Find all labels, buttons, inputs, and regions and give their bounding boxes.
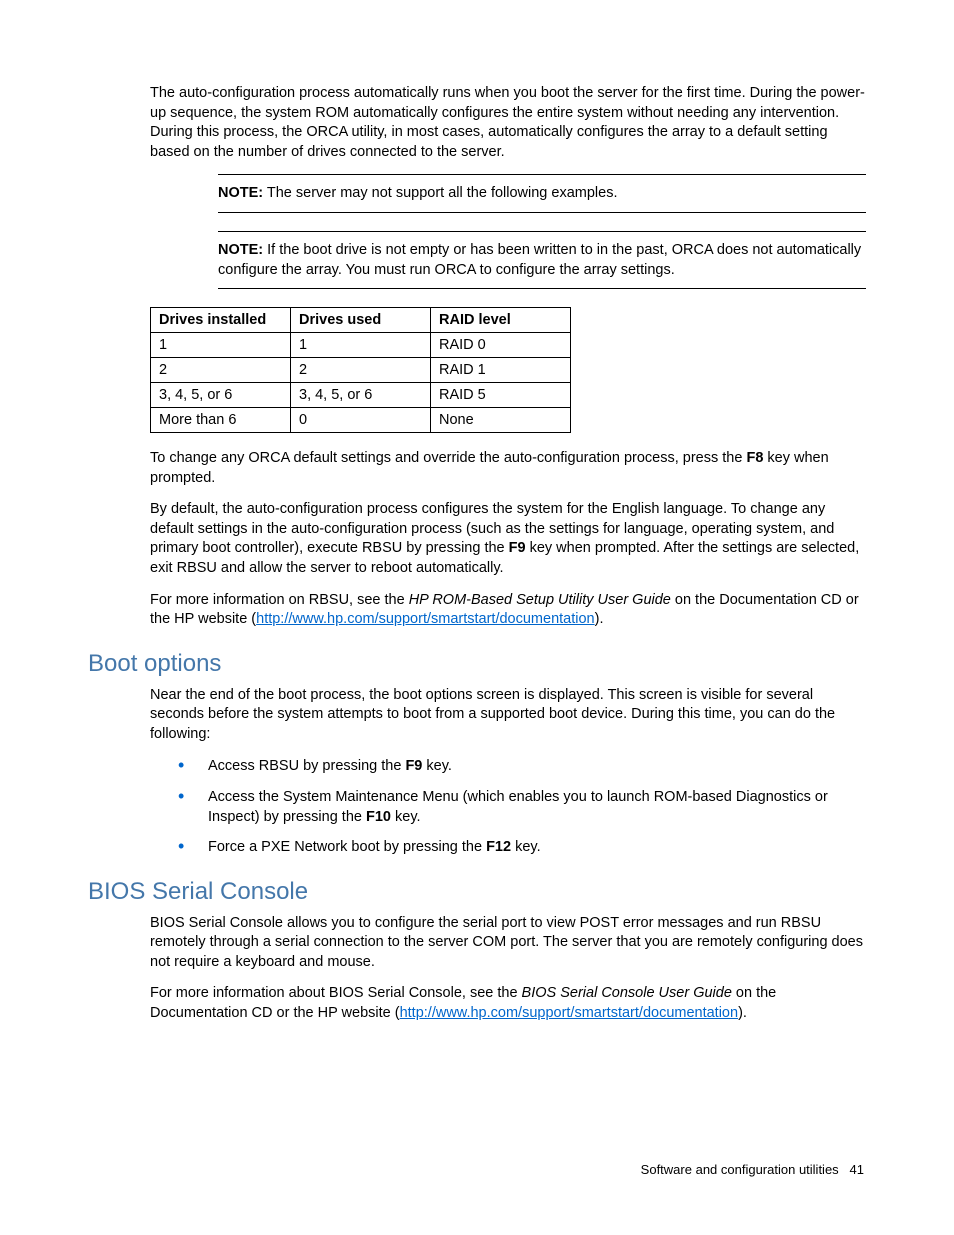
cell: RAID 0 — [431, 333, 571, 358]
list-item: Access RBSU by pressing the F9 key. — [178, 756, 866, 776]
orca-p3: For more information on RBSU, see the HP… — [88, 591, 866, 630]
table-row: More than 6 0 None — [151, 408, 571, 433]
orca-p1: To change any ORCA default settings and … — [88, 449, 866, 488]
text: Access RBSU by pressing the — [208, 758, 405, 774]
cell: More than 6 — [151, 408, 291, 433]
list-item: Force a PXE Network boot by pressing the… — [178, 837, 866, 857]
key-f8: F8 — [746, 450, 763, 466]
bios-serial-heading: BIOS Serial Console — [88, 878, 866, 906]
key-f10: F10 — [366, 809, 391, 825]
cell: 2 — [151, 358, 291, 383]
text: Force a PXE Network boot by pressing the — [208, 839, 486, 855]
bios-p1: BIOS Serial Console allows you to config… — [88, 914, 866, 973]
guide-title: HP ROM-Based Setup Utility User Guide — [409, 592, 671, 608]
hp-docs-link[interactable]: http://www.hp.com/support/smartstart/doc… — [256, 611, 594, 627]
note-block-1: NOTE: The server may not support all the… — [218, 174, 866, 212]
raid-table: Drives installed Drives used RAID level … — [150, 307, 571, 433]
cell: 3, 4, 5, or 6 — [291, 383, 431, 408]
text: Access the System Maintenance Menu (whic… — [208, 789, 828, 825]
table-row: 2 2 RAID 1 — [151, 358, 571, 383]
cell: None — [431, 408, 571, 433]
text: ). — [738, 1005, 747, 1021]
footer-page-number: 41 — [850, 1162, 864, 1177]
text: To change any ORCA default settings and … — [150, 450, 746, 466]
page-footer: Software and configuration utilities 41 — [641, 1162, 864, 1177]
hp-docs-link[interactable]: http://www.hp.com/support/smartstart/doc… — [400, 1005, 738, 1021]
key-f12: F12 — [486, 839, 511, 855]
boot-options-heading: Boot options — [88, 650, 866, 678]
text: key. — [422, 758, 452, 774]
boot-intro: Near the end of the boot process, the bo… — [88, 686, 866, 745]
boot-options-list: Access RBSU by pressing the F9 key. Acce… — [88, 756, 866, 857]
orca-p2: By default, the auto-configuration proce… — [88, 500, 866, 578]
note2-body: If the boot drive is not empty or has be… — [218, 242, 861, 278]
footer-section: Software and configuration utilities — [641, 1162, 839, 1177]
note-label: NOTE: — [218, 185, 263, 201]
text: For more information about BIOS Serial C… — [150, 985, 522, 1001]
note-block-2: NOTE: If the boot drive is not empty or … — [218, 231, 866, 290]
key-f9: F9 — [509, 540, 526, 556]
guide-title: BIOS Serial Console User Guide — [522, 985, 732, 1001]
th-drives-installed: Drives installed — [151, 308, 291, 333]
text: key. — [391, 809, 421, 825]
cell: RAID 5 — [431, 383, 571, 408]
table-header-row: Drives installed Drives used RAID level — [151, 308, 571, 333]
cell: 3, 4, 5, or 6 — [151, 383, 291, 408]
list-item: Access the System Maintenance Menu (whic… — [178, 787, 866, 828]
key-f9: F9 — [405, 758, 422, 774]
intro-paragraph: The auto-configuration process automatic… — [88, 84, 866, 162]
th-raid-level: RAID level — [431, 308, 571, 333]
table-row: 1 1 RAID 0 — [151, 333, 571, 358]
table-row: 3, 4, 5, or 6 3, 4, 5, or 6 RAID 5 — [151, 383, 571, 408]
note-label: NOTE: — [218, 242, 263, 258]
cell: RAID 1 — [431, 358, 571, 383]
bios-p2: For more information about BIOS Serial C… — [88, 984, 866, 1023]
cell: 1 — [291, 333, 431, 358]
cell: 1 — [151, 333, 291, 358]
text: ). — [595, 611, 604, 627]
text: key. — [511, 839, 541, 855]
cell: 0 — [291, 408, 431, 433]
text: For more information on RBSU, see the — [150, 592, 409, 608]
cell: 2 — [291, 358, 431, 383]
th-drives-used: Drives used — [291, 308, 431, 333]
note1-body: The server may not support all the follo… — [267, 185, 618, 201]
